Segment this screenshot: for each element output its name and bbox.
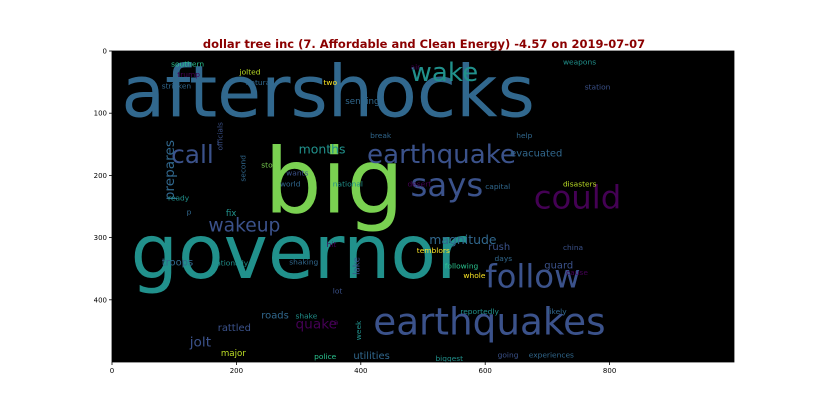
word-troops: troops (162, 258, 193, 269)
word-hit: hit (327, 240, 337, 249)
word-following: following (445, 262, 479, 271)
y-tick-label: 100 (94, 110, 107, 118)
word-two: two (323, 78, 337, 87)
word-air: air (411, 63, 422, 72)
word-call: call (171, 140, 214, 169)
x-tick-label: 600 (479, 367, 492, 375)
plot-area (112, 51, 734, 362)
word-roads: roads (261, 310, 289, 321)
word-prepares: prepares (162, 140, 178, 200)
word-police: police (314, 352, 337, 361)
word-evacuated: evacuated (510, 149, 562, 160)
y-tick-label: 400 (94, 296, 107, 304)
word-cause: cause (566, 268, 588, 277)
word-lake: lake (353, 257, 363, 275)
word-trump: trump (177, 70, 200, 79)
word-quake: quake (295, 316, 337, 332)
y-tick-label: 0 (103, 48, 107, 56)
word-shake: shake (295, 311, 317, 320)
word-wakeup: wakeup (208, 215, 280, 236)
word-magnitude: magnitude (429, 232, 496, 247)
word-desert: desert (407, 180, 431, 189)
word-southern: southern (171, 60, 204, 69)
word-officials: officials (216, 122, 225, 151)
axes: 0 200 400 600 800 0 100 200 300 400 (94, 48, 735, 375)
word-stricken: stricken (162, 81, 192, 90)
word-big: big (264, 130, 404, 235)
word-governor: governor (131, 209, 467, 296)
word-world: world (280, 180, 301, 189)
word-says: says (411, 166, 484, 204)
word-break: break (370, 131, 392, 140)
word-temblors: temblors (417, 246, 450, 255)
word-wants: wants (286, 168, 308, 177)
word-sending: sending (345, 97, 379, 107)
word-natural: natural (246, 78, 273, 87)
word-story: story (261, 160, 280, 169)
word-second: second (239, 155, 248, 182)
word-lot: lot (333, 287, 343, 296)
word-p: p (187, 208, 192, 217)
word-jolted: jolted (239, 68, 261, 77)
word-weapons: weapons (563, 58, 596, 67)
word-wake: wake (411, 58, 479, 88)
word-rattled: rattled (218, 323, 251, 334)
y-tick-label: 300 (94, 234, 107, 242)
word-jolt: jolt (189, 334, 212, 350)
word-earthquake: earthquake (367, 140, 516, 170)
x-tick-label: 800 (603, 367, 616, 375)
word-guard: guard (544, 261, 573, 272)
word-follow: follow (485, 257, 580, 295)
word-could: could (534, 178, 622, 216)
word-months: months (299, 142, 346, 157)
word-fix: fix (226, 209, 237, 219)
word-help: help (516, 131, 532, 140)
word-china: china (563, 243, 583, 252)
word-national: national (333, 180, 363, 189)
y-tick-label: 200 (94, 172, 107, 180)
word-ready: ready (168, 193, 190, 202)
word-major: major (221, 349, 247, 359)
word-nationally: nationally (212, 259, 249, 268)
word-earthquakes: earthquakes (373, 300, 605, 344)
word-rush: rush (488, 242, 510, 253)
word-going: going (498, 351, 519, 360)
word-utilities: utilities (353, 351, 389, 362)
word-reportedly: reportedly (460, 307, 499, 316)
word-capital: capital (485, 182, 510, 191)
word-layer: aftershocksbiggovernorearthquakesfollowc… (121, 50, 621, 362)
word-days: days (495, 254, 513, 263)
word-week: week (354, 320, 363, 340)
word-disasters: disasters (563, 180, 597, 189)
word-biggest: biggest (435, 354, 463, 363)
chart-title: dollar tree inc (7. Affordable and Clean… (203, 37, 645, 51)
word-likely: likely (547, 307, 567, 316)
x-tick-label: 200 (230, 367, 243, 375)
word-experiences: experiences (529, 351, 574, 360)
x-tick-label: 0 (110, 367, 114, 375)
plot-frame (111, 50, 735, 363)
word-ca: ca (330, 318, 339, 327)
x-tick-label: 400 (354, 367, 367, 375)
word-whole: whole (463, 271, 485, 280)
word-station: station (585, 83, 611, 92)
word-aftershocks: aftershocks (121, 50, 535, 133)
word-shaking: shaking (289, 257, 318, 266)
